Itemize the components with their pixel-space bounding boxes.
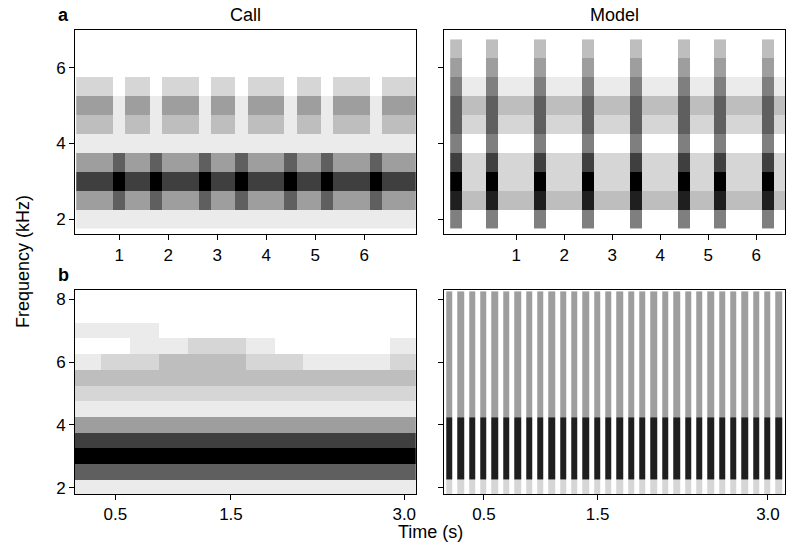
svg-text:6: 6 [56,353,65,372]
svg-text:2: 2 [559,246,568,265]
svg-text:5: 5 [311,246,320,265]
svg-text:4: 4 [262,246,271,265]
svg-text:0.5: 0.5 [472,505,496,524]
svg-text:1.5: 1.5 [586,505,610,524]
svg-text:a: a [58,5,69,25]
svg-text:4: 4 [56,134,65,153]
svg-text:6: 6 [751,246,760,265]
svg-text:3.0: 3.0 [756,505,780,524]
svg-text:Time (s): Time (s) [398,522,463,542]
svg-text:2: 2 [56,210,65,229]
svg-text:4: 4 [655,246,664,265]
svg-text:3: 3 [212,246,221,265]
svg-text:1: 1 [114,246,123,265]
svg-text:Model: Model [590,5,639,25]
svg-text:5: 5 [703,246,712,265]
svg-text:1.5: 1.5 [219,505,243,524]
svg-text:2: 2 [163,246,172,265]
svg-text:3: 3 [607,246,616,265]
svg-text:6: 6 [56,59,65,78]
svg-text:Call: Call [230,5,261,25]
svg-text:Frequency (kHz): Frequency (kHz) [13,195,33,328]
svg-text:3.0: 3.0 [392,505,416,524]
svg-text:2: 2 [56,479,65,498]
svg-text:4: 4 [56,416,65,435]
svg-text:8: 8 [56,290,65,309]
svg-text:0.5: 0.5 [104,505,128,524]
svg-text:6: 6 [360,246,369,265]
svg-text:1: 1 [511,246,520,265]
svg-text:b: b [58,265,69,285]
